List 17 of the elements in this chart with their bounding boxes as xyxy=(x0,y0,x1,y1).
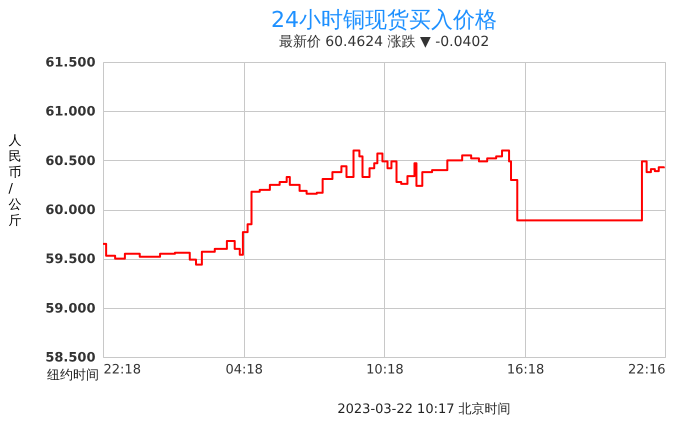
y-tick-label: 59.500 xyxy=(45,252,96,268)
x-tick-label: 22:18 xyxy=(104,362,141,378)
y-tick-label: 60.000 xyxy=(45,203,96,218)
y-tick-label: 61.500 xyxy=(45,56,96,70)
x-tick-label: 16:18 xyxy=(506,362,544,378)
text: 2023-03-22 10:17 北京时间 xyxy=(337,402,511,417)
y-tick-label: 60.500 xyxy=(45,154,96,169)
y-tick-label: 61.000 xyxy=(45,104,96,120)
y-tick-label: 59.000 xyxy=(45,301,96,316)
x-tick-label: 10:18 xyxy=(366,362,404,378)
text: 纽约时间 xyxy=(47,368,99,383)
y-axis-title: 人民币/公斤 xyxy=(8,134,22,228)
chart-title: 24小时铜现货买入价格 xyxy=(271,8,497,33)
x-tick-label: 22:16 xyxy=(628,362,666,378)
y-tick-label: 58.500 xyxy=(45,350,96,366)
x-tick-label: 04:18 xyxy=(225,362,263,378)
chart-subtitle: 最新价 60.4624 涨跌 ▼ -0.0402 xyxy=(278,34,490,50)
